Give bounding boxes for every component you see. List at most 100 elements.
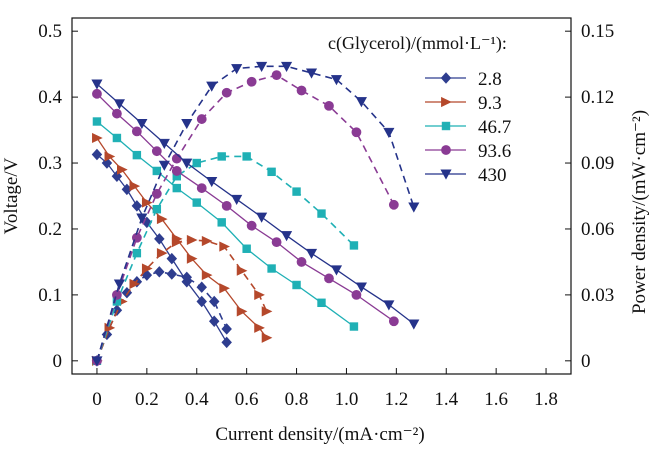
power-point — [271, 70, 282, 81]
power-point — [196, 114, 207, 124]
voltage-point — [261, 332, 273, 343]
voltage-point — [254, 322, 265, 333]
y2-tick-label: 0.03 — [581, 285, 614, 306]
power-point — [219, 241, 230, 252]
power-point — [256, 61, 268, 73]
voltage-point — [91, 148, 103, 161]
power-point — [221, 323, 232, 335]
y2-tick-label: 0.15 — [581, 21, 614, 42]
power-point — [158, 160, 170, 171]
voltage-point — [351, 289, 362, 300]
legend-marker — [441, 96, 452, 108]
power-line — [96, 270, 228, 362]
voltage-point — [104, 151, 116, 162]
voltage-point — [408, 319, 420, 330]
power-point — [292, 187, 301, 196]
x-tick-label: 1.6 — [484, 389, 508, 410]
power-point — [267, 167, 276, 177]
legend-label: 430 — [478, 165, 507, 186]
legend: c(Glycerol)/(mmol·L⁻¹): 2.8 9.3 46.7 93.6 43… — [328, 33, 511, 186]
power-point — [351, 127, 362, 138]
voltage-point — [192, 198, 201, 207]
voltage-point — [292, 280, 301, 290]
power-point — [201, 235, 213, 247]
voltage-point — [246, 220, 257, 231]
y2-axis-title: Power density/(mW·cm⁻²) — [629, 110, 650, 314]
voltage-point — [158, 138, 170, 149]
voltage-point — [296, 257, 307, 267]
power-point — [388, 199, 399, 210]
voltage-point — [271, 237, 282, 248]
voltage-point — [317, 298, 326, 308]
voltage-point — [181, 158, 193, 169]
legend-marker — [441, 121, 451, 131]
voltage-point — [208, 315, 220, 327]
power-point — [355, 97, 367, 108]
voltage-point — [219, 283, 230, 294]
y2-tick-label: 0.09 — [581, 153, 614, 174]
power-point — [196, 281, 207, 293]
voltage-point — [156, 213, 168, 225]
voltage-point — [117, 164, 128, 175]
x-tick-label: 0.2 — [135, 389, 159, 410]
y2-tick-label: 0 — [581, 351, 591, 372]
voltage-point — [355, 282, 367, 293]
legend-title: c(Glycerol)/(mmol·L⁻¹): — [328, 33, 507, 54]
voltage-point — [231, 194, 243, 205]
x-axis-title: Current density/(mA·cm⁻²) — [215, 424, 424, 445]
y-tick-label: 0.5 — [38, 21, 62, 42]
power-point — [186, 234, 198, 246]
voltage-point — [136, 119, 148, 130]
voltage-point — [206, 177, 218, 188]
series-430 — [91, 61, 420, 367]
x-tick-label: 0.6 — [235, 389, 259, 410]
x-tick-label: 1.0 — [335, 389, 359, 410]
legend-label: 2.8 — [478, 69, 502, 90]
voltage-point — [132, 150, 142, 160]
voltage-point — [242, 244, 251, 253]
power-point — [141, 263, 153, 274]
voltage-point — [171, 166, 182, 176]
voltage-point — [267, 264, 276, 273]
power-point — [296, 85, 307, 96]
voltage-point — [151, 146, 162, 157]
legend-marker — [440, 72, 452, 84]
series-46.7 — [92, 117, 359, 366]
voltage-point — [113, 99, 125, 110]
y-axis-title: Voltage/V — [1, 157, 22, 234]
voltage-point — [330, 265, 343, 276]
x-tick-label: 0 — [92, 389, 102, 410]
y-tick-label: 0.3 — [38, 153, 62, 174]
y-tick-label: 0 — [53, 351, 63, 372]
voltage-point — [281, 231, 293, 242]
power-point — [156, 248, 168, 259]
power-point — [246, 76, 257, 87]
power-point — [242, 152, 251, 161]
power-point — [206, 81, 218, 92]
power-point — [132, 248, 142, 258]
y-tick-label: 0.2 — [38, 219, 62, 240]
legend-marker — [440, 169, 452, 180]
voltage-point — [388, 316, 399, 327]
voltage-point — [112, 133, 122, 143]
voltage-point — [91, 79, 103, 90]
x-tick-label: 0.8 — [285, 389, 309, 410]
power-point — [217, 152, 226, 161]
voltage-point — [196, 295, 207, 308]
voltage-point — [154, 233, 165, 245]
voltage-point — [383, 300, 395, 311]
voltage-point — [305, 248, 318, 260]
y2-tick-label: 0.12 — [581, 87, 614, 108]
voltage-point — [221, 336, 232, 349]
power-point — [121, 286, 133, 299]
power-point — [208, 295, 220, 308]
voltage-point — [236, 306, 248, 317]
voltage-point — [186, 253, 198, 264]
voltage-point — [131, 200, 143, 212]
voltage-point — [221, 200, 232, 211]
legend-label: 9.3 — [478, 93, 502, 114]
x-tick-label: 1.8 — [534, 389, 558, 410]
power-point — [181, 119, 193, 130]
power-point — [236, 265, 248, 276]
